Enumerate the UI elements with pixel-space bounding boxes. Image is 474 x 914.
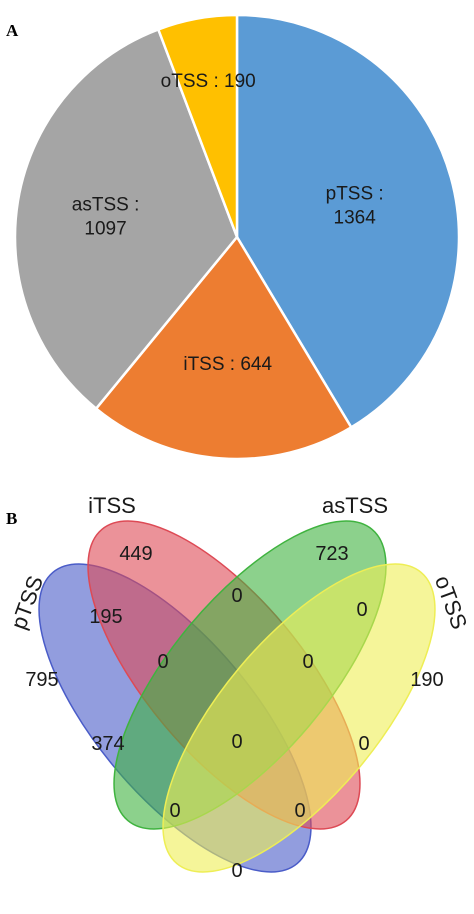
venn-set-label-itss: iTSS [88, 493, 136, 518]
venn-set-label-otss: oTSS [430, 572, 472, 632]
pie-chart: pTSS :1364 iTSS : 644 asTSS :1097 oTSS : 19… [13, 13, 461, 461]
pie-label-itss: iTSS : 644 [183, 354, 272, 375]
venn-region-ptss: 795 [25, 669, 58, 691]
venn-region-itss-otss: 0 [358, 733, 369, 755]
venn-region-astss: 723 [315, 543, 348, 565]
venn-region-itss-astss-otss: 0 [302, 651, 313, 673]
pie-label-otss: oTSS : 190 [161, 71, 256, 92]
venn-set-otss [162, 563, 436, 873]
venn-region-itss: 449 [119, 543, 152, 565]
pie-slice-astss [13, 27, 239, 411]
pie-slice-ptss [235, 13, 461, 430]
pie-label-ptss: pTSS :1364 [326, 183, 384, 228]
venn-set-label-astss: asTSS [322, 493, 388, 518]
pie-slice-otss [156, 13, 239, 238]
venn-region-ptss-itss-astss: 0 [157, 651, 168, 673]
venn-region-astss-otss: 0 [356, 599, 367, 621]
venn-region-ptss-itss-otss: 0 [294, 800, 305, 822]
venn-region-ptss-otss: 0 [231, 860, 242, 882]
venn-region-ptss-astss: 374 [91, 733, 124, 755]
panel-label-b: B [6, 509, 17, 528]
pie-label-astss: asTSS :1097 [72, 194, 140, 239]
venn-region-ptss-itss: 195 [89, 606, 122, 628]
venn-region-itss-astss: 0 [231, 585, 242, 607]
pie-slice-itss [94, 234, 353, 461]
venn-region-otss: 190 [410, 669, 443, 691]
venn-region-ptss-astss-otss: 0 [169, 800, 180, 822]
panel-label-a: A [6, 21, 19, 40]
venn-region-ptss-itss-astss-otss: 0 [231, 731, 242, 753]
